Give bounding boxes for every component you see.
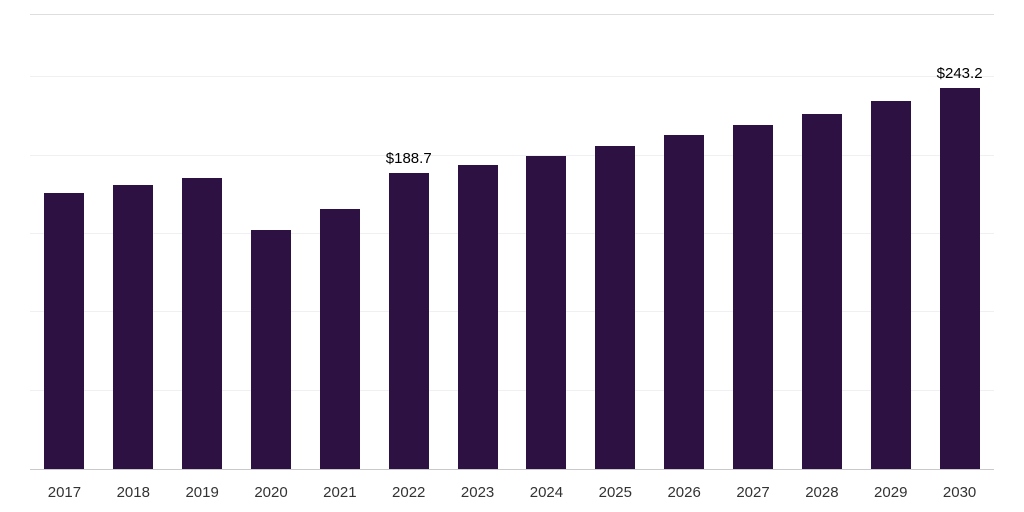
bar-column-2025 [581, 15, 650, 469]
bar-2029 [870, 101, 911, 469]
gridlines [30, 15, 994, 469]
bar-2024 [526, 156, 567, 469]
bar-column-2018 [99, 15, 168, 469]
gridline-50 [30, 389, 994, 391]
bar-column-2028 [787, 15, 856, 469]
bar-2020 [251, 230, 291, 469]
bar-2017 [44, 193, 85, 469]
bar-column-2020 [237, 15, 306, 469]
x-axis: 2017 2018 2019 2020 2021 2022 2023 2024 2025 2026… [30, 471, 994, 501]
bar-column-2023 [443, 15, 512, 469]
x-axis-label-2025: 2025 [598, 484, 632, 501]
bar-2022 [388, 173, 429, 469]
bar-2018 [113, 185, 154, 469]
bar-column-2024 [512, 15, 581, 469]
bar-column-2017 [30, 15, 99, 469]
x-axis-label-2030: 2030 [942, 484, 977, 501]
bar-value-label-2022: $188.7 [385, 150, 432, 167]
x-axis-label-2026: 2026 [667, 484, 701, 501]
x-axis-label-2029: 2029 [874, 484, 908, 501]
x-axis-label-2022: 2022 [392, 484, 426, 501]
bar-column-2021 [305, 15, 374, 469]
bar-column-2027 [719, 15, 788, 469]
bar-2021 [319, 209, 360, 469]
gridline-250 [30, 76, 994, 78]
bar-2026 [664, 135, 705, 469]
x-axis-label-2017: 2017 [47, 484, 82, 501]
gridline-100 [30, 311, 994, 313]
bar-column-2022: $188.7 [374, 15, 443, 469]
bar-2030 [939, 88, 980, 469]
x-axis-label-2024: 2024 [529, 484, 564, 501]
bar-series: $188.7 $243.2 [30, 15, 994, 469]
bar-2028 [801, 114, 842, 469]
bar-2023 [457, 165, 498, 469]
bar-2019 [182, 178, 223, 469]
x-axis-label-2021: 2021 [323, 484, 357, 501]
bar-2027 [733, 125, 774, 469]
bar-column-2029 [856, 15, 925, 469]
bar-2025 [595, 146, 636, 469]
bar-column-2026 [650, 15, 719, 469]
plot-area: $188.7 $243.2 [30, 14, 994, 470]
x-axis-label-2019: 2019 [185, 484, 219, 501]
gridline-200 [30, 154, 994, 156]
bar-column-2019 [168, 15, 237, 469]
x-axis-label-2023: 2023 [460, 484, 495, 501]
bar-column-2030: $243.2 [925, 15, 994, 469]
x-axis-label-2018: 2018 [116, 484, 150, 501]
x-axis-label-2028: 2028 [805, 484, 839, 501]
bar-value-label-2030: $243.2 [936, 65, 983, 82]
gridline-150 [30, 232, 994, 234]
x-axis-label-2020: 2020 [254, 484, 288, 501]
x-axis-label-2027: 2027 [736, 484, 770, 501]
